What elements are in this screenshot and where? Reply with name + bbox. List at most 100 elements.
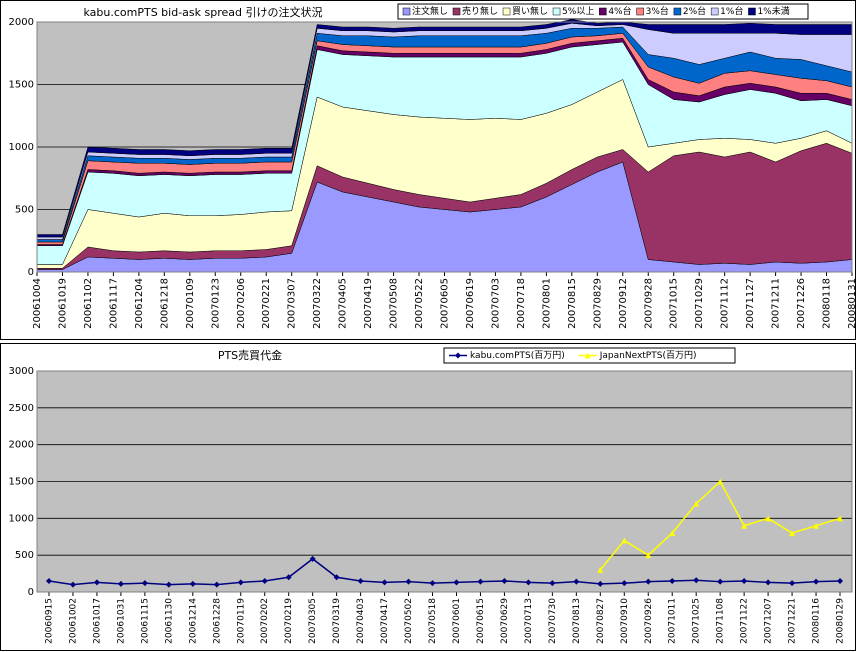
- x-tick-label: 20070730: [548, 598, 558, 644]
- marker: [621, 537, 628, 544]
- marker: [741, 522, 748, 529]
- x-tick-label: 20070605: [440, 278, 451, 329]
- legend-marker: [455, 352, 461, 359]
- marker: [261, 577, 268, 584]
- plot-border: [36, 370, 853, 593]
- marker: [357, 577, 364, 584]
- x-tick-label: 20061002: [68, 598, 78, 644]
- legend-label: 4%台: [608, 5, 631, 17]
- x-tick-label: 20080131: [847, 278, 857, 329]
- marker: [621, 580, 628, 587]
- marker: [141, 580, 148, 587]
- marker: [333, 574, 340, 581]
- x-tick-label: 20070206: [236, 278, 247, 329]
- legend-label: 3%台: [646, 5, 669, 17]
- x-tick-label: 20080118: [822, 278, 833, 329]
- x-tick-label: 20061017: [92, 598, 102, 644]
- x-tick-label: 20070926: [644, 598, 654, 644]
- x-tick-label: 20061228: [212, 598, 222, 644]
- x-tick-label: 20080116: [812, 598, 822, 644]
- x-tick-label: 20070813: [572, 598, 582, 644]
- x-tick-label: 20071221: [788, 598, 798, 644]
- marker: [693, 500, 700, 507]
- marker: [45, 577, 52, 584]
- marker: [813, 578, 820, 585]
- marker: [765, 579, 772, 586]
- legend-label: 5%以上: [562, 6, 594, 17]
- x-tick-label: 20071122: [740, 598, 750, 644]
- marker: [837, 515, 844, 522]
- marker: [549, 580, 556, 587]
- marker: [117, 580, 124, 587]
- x-tick-label: 20070910: [620, 598, 630, 644]
- x-tick-label: 20071226: [796, 278, 807, 329]
- marker: [93, 579, 100, 586]
- x-tick-label: 20070109: [185, 278, 196, 329]
- marker: [213, 581, 220, 588]
- y-tick-label: 500: [15, 550, 34, 561]
- y-tick-label: 1000: [9, 513, 34, 524]
- x-tick-label: 20071112: [720, 278, 731, 329]
- marker: [237, 579, 244, 586]
- x-tick-label: 20061004: [32, 278, 43, 329]
- marker: [453, 579, 460, 586]
- x-tick-label: 20070522: [414, 278, 425, 329]
- x-tick-label: 20070202: [260, 598, 270, 644]
- marker: [69, 581, 76, 588]
- marker: [669, 530, 676, 537]
- x-tick-label: 20061019: [57, 278, 68, 329]
- x-tick-label: 20071011: [668, 598, 678, 644]
- x-tick-label: 20061204: [134, 278, 145, 329]
- x-tick-label: 20070305: [308, 598, 318, 644]
- legend-swatch: [452, 7, 461, 16]
- marker: [405, 578, 412, 585]
- x-tick-label: 20070319: [332, 598, 342, 644]
- x-tick-label: 20070219: [284, 598, 294, 644]
- x-tick-label: 20071207: [764, 598, 774, 644]
- x-tick-label: 20061130: [164, 598, 174, 644]
- y-tick-label: 2000: [9, 17, 34, 28]
- x-tick-label: 20061218: [159, 278, 170, 329]
- x-tick-label: 20061214: [188, 598, 198, 644]
- plot-border: [36, 21, 853, 273]
- legend-swatch: [710, 7, 719, 16]
- x-tick-label: 20061115: [140, 598, 150, 644]
- x-tick-label: 20070405: [338, 278, 349, 329]
- x-tick-label: 20070502: [404, 598, 414, 644]
- marker: [597, 580, 604, 587]
- y-tick-label: 0: [28, 587, 34, 598]
- x-tick-label: 20070815: [567, 278, 578, 329]
- x-tick-label: 20070322: [312, 278, 323, 329]
- x-tick-label: 20070703: [490, 278, 501, 329]
- marker: [789, 530, 796, 537]
- x-tick-label: 20070928: [643, 278, 654, 329]
- x-tick-label: 20070713: [524, 598, 534, 644]
- x-tick-label: 20070619: [465, 278, 476, 329]
- legend-label: kabu.comPTS(百万円): [470, 350, 565, 361]
- marker: [717, 478, 724, 485]
- x-tick-label: 20070801: [541, 278, 552, 329]
- x-tick-label: 20070419: [363, 278, 374, 329]
- chart-title: kabu.comPTS bid-ask spread 引けの注文状況: [83, 5, 322, 19]
- chart-title: PTS売買代金: [218, 348, 282, 362]
- y-tick-label: 3000: [9, 366, 34, 377]
- legend-swatch: [502, 7, 511, 16]
- x-tick-label: 20070615: [476, 598, 486, 644]
- marker: [381, 579, 388, 586]
- x-tick-label: 20061102: [83, 278, 94, 329]
- legend-marker: [584, 352, 591, 359]
- legend-swatch: [402, 7, 411, 16]
- x-tick-label: 20071015: [669, 278, 680, 329]
- x-tick-label: 20071127: [745, 278, 756, 329]
- x-tick-label: 20071211: [771, 278, 782, 329]
- marker: [309, 555, 316, 562]
- x-tick-label: 20061031: [116, 598, 126, 644]
- marker: [165, 581, 172, 588]
- x-tick-label: 20070718: [516, 278, 527, 329]
- marker: [501, 577, 508, 584]
- legend-swatch: [552, 7, 561, 16]
- marker: [645, 552, 652, 559]
- marker: [285, 574, 292, 581]
